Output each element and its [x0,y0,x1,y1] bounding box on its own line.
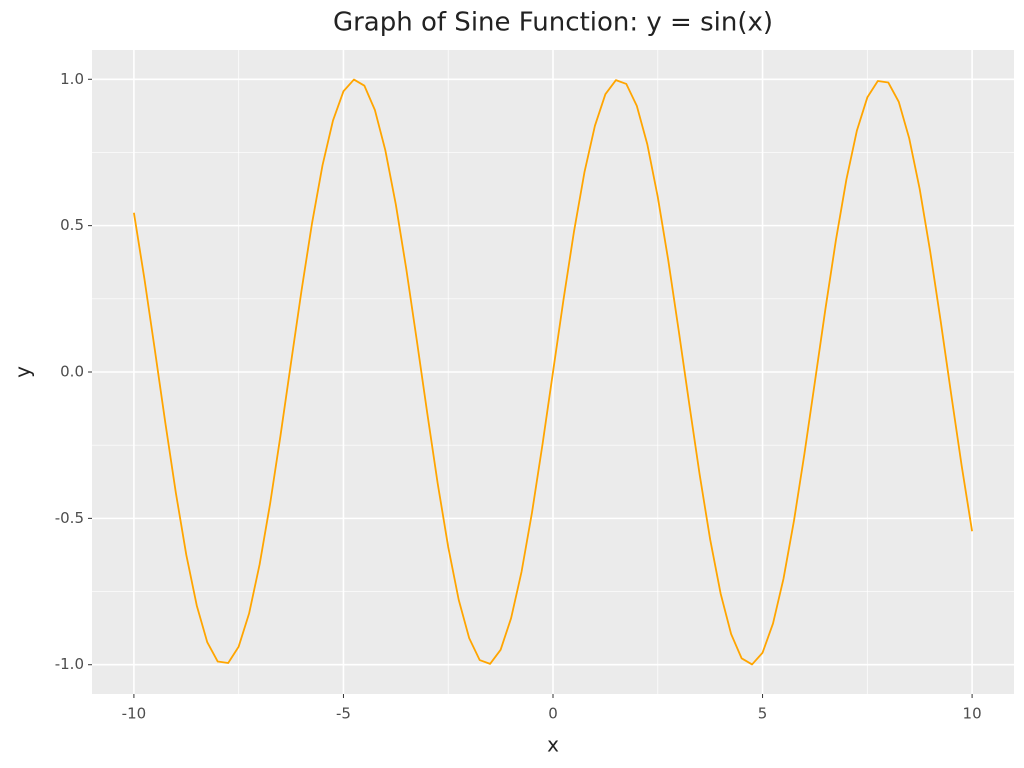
x-tick-label: 5 [758,705,768,723]
y-tick-label: -0.5 [55,509,84,527]
chart-title: Graph of Sine Function: y = sin(x) [333,8,773,38]
x-tick-label: -10 [122,705,147,723]
data-line [133,78,973,666]
y-tick-label: -1.0 [55,655,84,673]
y-tick-label: 0.0 [60,363,84,381]
y-tick-label: 1.0 [60,70,84,88]
x-tick-label: 10 [963,705,982,723]
y-axis-label: y [11,366,35,378]
x-tick-label: -5 [336,705,351,723]
y-tick-label: 0.5 [60,216,84,234]
x-axis-label: x [547,733,559,757]
x-tick-label: 0 [548,705,558,723]
